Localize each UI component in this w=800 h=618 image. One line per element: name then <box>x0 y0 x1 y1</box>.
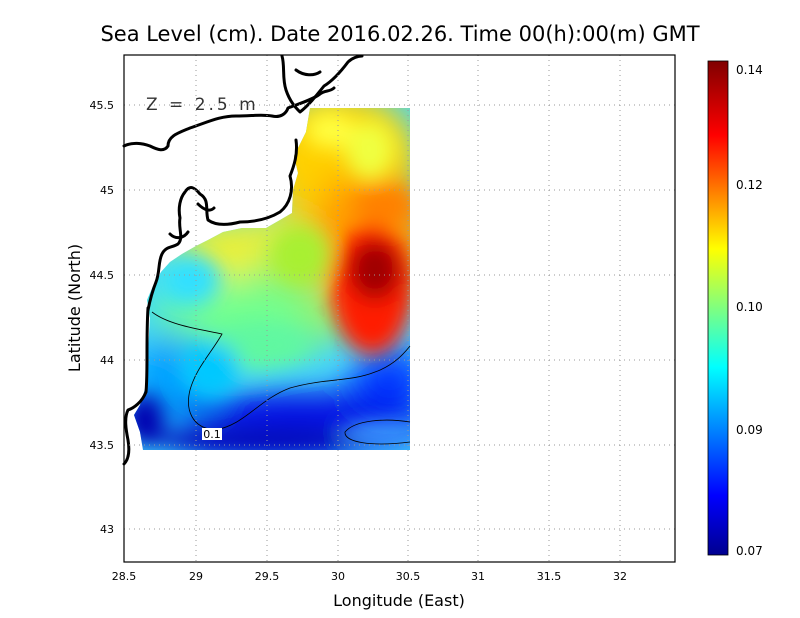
colorbar-tick: 0.12 <box>736 178 763 192</box>
colorbar: 0.07 0.09 0.10 0.12 0.14 <box>707 60 763 558</box>
x-tick-label: 30 <box>331 570 345 583</box>
colorbar-tick: 0.07 <box>736 544 763 558</box>
plot-frame <box>123 54 676 563</box>
x-tick-label: 31 <box>471 570 485 583</box>
x-tick-label: 32 <box>613 570 627 583</box>
y-tick-label: 44.5 <box>90 269 115 282</box>
coastline <box>122 54 364 466</box>
y-axis-label: Latitude (North) <box>65 244 84 372</box>
depth-label: Z = 2.5 m <box>146 95 259 115</box>
y-tick-label: 45.5 <box>90 99 115 112</box>
map-title: Sea Level (cm). Date 2016.02.26. Time 00… <box>100 22 699 46</box>
y-axis-ticks: 43 43.5 44 44.5 45 45.5 <box>90 99 115 536</box>
colorbar-tick: 0.09 <box>736 423 763 437</box>
x-tick-label: 29.5 <box>255 570 280 583</box>
colorbar-tick: 0.14 <box>736 63 763 77</box>
y-tick-label: 45 <box>100 184 114 197</box>
x-axis-label: Longitude (East) <box>333 591 465 610</box>
grid-lines <box>124 55 675 562</box>
colorbar-gradient <box>707 60 729 556</box>
y-tick-label: 43.5 <box>90 439 115 452</box>
y-tick-label: 44 <box>100 354 114 367</box>
x-tick-label: 29 <box>189 570 203 583</box>
colorbar-tick: 0.10 <box>736 300 763 314</box>
y-tick-label: 43 <box>100 523 114 536</box>
contour-lines: 0.1 <box>151 311 411 445</box>
x-tick-label: 28.5 <box>112 570 137 583</box>
x-tick-label: 31.5 <box>537 570 562 583</box>
contour-label: 0.1 <box>203 428 221 441</box>
x-axis-ticks: 28.5 29 29.5 30 30.5 31 31.5 32 <box>112 570 627 583</box>
x-tick-label: 30.5 <box>396 570 421 583</box>
